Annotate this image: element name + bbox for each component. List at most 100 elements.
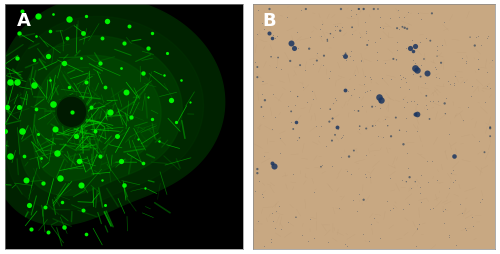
Point <box>267 240 275 244</box>
Point <box>324 40 332 44</box>
Point <box>360 8 368 12</box>
Point <box>410 100 418 104</box>
Point <box>442 112 450 116</box>
Point <box>366 76 374 80</box>
Point <box>420 58 428 62</box>
Point <box>254 66 262 70</box>
Point <box>330 36 338 40</box>
Point <box>424 181 432 185</box>
Point <box>265 15 273 19</box>
Point <box>474 58 482 62</box>
Point <box>338 26 346 30</box>
Point <box>258 22 266 26</box>
Point <box>460 226 468 230</box>
Point <box>384 124 392 128</box>
Point <box>362 154 370 158</box>
Point <box>393 49 401 53</box>
Point <box>426 207 434 211</box>
Point <box>428 12 436 16</box>
Point <box>398 75 406 80</box>
Point <box>376 17 384 21</box>
Point <box>418 173 426 177</box>
Point <box>252 61 260 65</box>
Point <box>258 80 266 84</box>
Point <box>350 73 358 77</box>
Point <box>358 60 366 64</box>
Point <box>305 47 313 52</box>
Point <box>372 104 380 108</box>
Point <box>402 116 410 120</box>
Point <box>386 17 394 21</box>
Point <box>338 53 346 57</box>
Point <box>379 26 387 30</box>
Point <box>254 9 262 13</box>
Point <box>484 35 492 39</box>
Point <box>464 106 472 110</box>
Point <box>277 68 285 72</box>
Point <box>412 180 420 184</box>
Point <box>434 100 442 104</box>
Point <box>394 9 402 13</box>
Point <box>296 9 304 13</box>
Point <box>413 226 421 230</box>
Point <box>373 51 381 55</box>
Point <box>316 107 324 111</box>
Point <box>376 25 384 29</box>
Point <box>362 175 370 179</box>
Point <box>396 74 404 78</box>
Point <box>316 125 324 129</box>
Point <box>407 100 415 104</box>
Point <box>298 233 306 237</box>
Point <box>396 85 404 89</box>
Point <box>426 117 434 121</box>
Point <box>413 129 421 133</box>
Point <box>316 28 324 32</box>
Point <box>268 219 276 223</box>
Point <box>360 82 368 86</box>
Point <box>400 143 407 147</box>
Point <box>318 164 326 168</box>
Point <box>320 64 328 68</box>
Point <box>329 102 337 106</box>
Point <box>312 124 320 129</box>
Point <box>412 244 420 248</box>
Point <box>277 227 285 231</box>
Point <box>322 145 330 149</box>
Point <box>313 59 321 63</box>
Point <box>458 57 466 61</box>
Point <box>362 21 370 25</box>
Point <box>259 195 267 199</box>
Point <box>434 49 442 53</box>
Point <box>426 100 434 104</box>
Point <box>404 101 411 105</box>
Point <box>348 33 356 37</box>
Point <box>486 127 494 131</box>
Point <box>366 176 374 180</box>
Point <box>317 165 325 169</box>
Polygon shape <box>6 17 203 211</box>
Point <box>334 127 342 131</box>
Point <box>258 115 266 119</box>
Point <box>488 58 496 62</box>
Point <box>346 55 354 59</box>
Point <box>272 35 280 39</box>
Point <box>396 129 404 133</box>
Point <box>450 83 458 87</box>
Point <box>356 36 364 40</box>
Point <box>308 90 316 94</box>
Point <box>404 87 412 91</box>
Point <box>354 8 362 12</box>
Point <box>268 237 276 241</box>
Point <box>276 137 284 141</box>
Point <box>381 118 389 122</box>
Point <box>403 28 411 32</box>
Point <box>354 96 362 100</box>
Point <box>390 58 398 62</box>
Point <box>261 99 269 103</box>
Point <box>269 92 277 97</box>
Point <box>445 187 453 191</box>
Point <box>400 105 408 109</box>
Point <box>478 197 486 201</box>
Point <box>442 207 450 211</box>
Point <box>486 135 494 139</box>
